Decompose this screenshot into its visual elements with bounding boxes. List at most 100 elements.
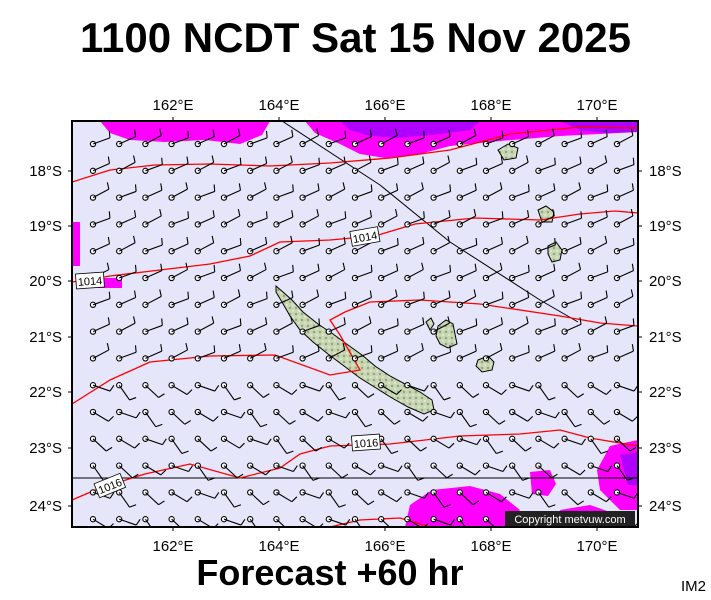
wind-barb	[168, 408, 191, 425]
wind-barb	[535, 318, 556, 335]
wind-barb	[220, 344, 241, 362]
lat-label: 19°S	[649, 218, 682, 235]
lat-label: 24°S	[29, 498, 62, 515]
wind-barb	[273, 235, 293, 255]
wind-barb	[482, 291, 504, 308]
wind-barb	[430, 382, 451, 401]
wind-barb	[378, 128, 398, 148]
wind-barb	[482, 382, 507, 395]
wind-barb	[116, 290, 137, 308]
wind-barb	[89, 408, 114, 422]
wind-barb	[378, 382, 403, 395]
wind-barb	[273, 345, 294, 362]
wind-barb	[325, 489, 346, 508]
wind-barb	[89, 130, 111, 148]
wind-barb	[430, 408, 455, 419]
wind-barb	[168, 182, 189, 201]
wind-barb	[89, 211, 111, 228]
wind-barb	[299, 408, 324, 422]
wind-barb	[325, 156, 346, 174]
wind-barb	[325, 382, 346, 401]
wind-barb	[351, 462, 376, 476]
wind-barb	[482, 343, 503, 362]
wind-barb	[142, 289, 162, 308]
wind-barb	[89, 182, 110, 201]
wind-barb	[116, 382, 137, 401]
wind-barb	[587, 316, 608, 335]
copyright-text: Copyright metvuw.com	[514, 514, 625, 526]
wind-barb	[351, 408, 373, 428]
tick-marks	[68, 117, 642, 531]
wind-barb	[351, 316, 372, 335]
wind-barb	[430, 290, 451, 308]
wind-barb	[430, 489, 451, 508]
wind-barb	[613, 263, 634, 282]
wind-barb	[194, 408, 219, 422]
wind-barb	[509, 264, 530, 282]
wind-barb	[587, 489, 612, 503]
wind-barbs	[89, 128, 638, 527]
wind-barb	[351, 382, 375, 398]
wind-barb	[116, 516, 141, 526]
wind-barb	[247, 262, 267, 282]
wind-barb	[535, 128, 555, 148]
wind-barb	[325, 343, 346, 362]
wind-barb	[587, 129, 608, 148]
wind-barb	[509, 316, 529, 335]
wind-barb	[378, 263, 399, 282]
wind-barb	[456, 263, 477, 282]
boundary-lines	[72, 121, 638, 479]
wind-barb	[535, 382, 556, 401]
wind-barb	[456, 489, 480, 506]
lon-label: 168°E	[470, 97, 511, 114]
wind-barb	[168, 156, 189, 174]
wind-barb	[273, 316, 293, 335]
wind-barb	[456, 382, 480, 398]
wind-barb	[168, 236, 189, 255]
wind-barb	[561, 489, 584, 506]
wind-barb	[404, 343, 424, 362]
wind-barb	[509, 462, 530, 481]
wind-barb	[220, 128, 241, 148]
wind-barb	[509, 408, 534, 422]
wind-barb	[142, 157, 163, 174]
wind-barb	[220, 435, 245, 449]
wind-barb	[194, 235, 215, 255]
wind-barb	[142, 489, 165, 506]
lat-labels-right: 18°S 19°S 20°S 21°S 22°S 23°S 24°S	[649, 163, 682, 515]
wind-barb	[299, 462, 320, 481]
wind-barb	[351, 264, 373, 282]
wind-barb	[430, 264, 452, 282]
wind-barb	[325, 236, 346, 255]
wind-barb	[378, 344, 399, 362]
wind-barb	[404, 156, 425, 174]
wind-barb	[587, 235, 608, 255]
lat-label: 21°S	[29, 329, 62, 346]
wind-barb	[378, 318, 399, 335]
wind-barb	[116, 264, 137, 282]
wind-barb	[168, 130, 190, 148]
wind-barb	[299, 263, 320, 282]
wind-barb	[482, 435, 504, 455]
wind-barb	[404, 211, 425, 228]
isobar-label: 1016	[353, 437, 378, 451]
wind-barb	[535, 289, 555, 308]
wind-barb	[430, 210, 451, 228]
wind-barb	[116, 155, 136, 174]
wind-barb	[220, 318, 242, 335]
wind-barb	[535, 408, 560, 419]
wind-barb	[142, 183, 163, 201]
wind-barb	[482, 317, 503, 335]
wind-barb	[220, 263, 241, 282]
lon-label: 170°E	[576, 97, 617, 114]
lon-label: 164°E	[258, 538, 299, 555]
wind-barb	[482, 182, 503, 201]
wind-barb	[299, 128, 320, 148]
wind-barb	[273, 408, 296, 425]
wind-barb	[430, 516, 455, 526]
wind-barb	[89, 291, 111, 308]
wind-barb	[220, 408, 246, 419]
wind-barb	[299, 318, 321, 335]
wind-barb	[220, 157, 242, 174]
wind-barb	[613, 344, 634, 362]
